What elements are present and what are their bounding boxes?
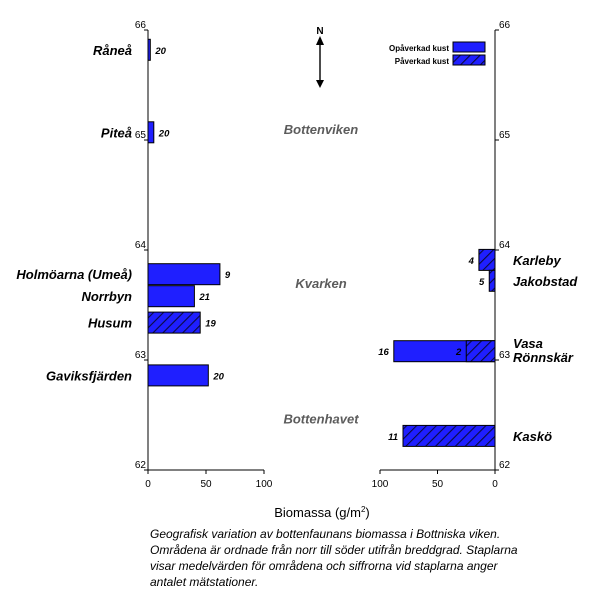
right-x-tick-label: 100 — [372, 479, 389, 490]
right-y-tick-label: 62 — [499, 460, 511, 471]
bar — [147, 38, 151, 61]
site-label: Rönnskär — [513, 350, 574, 365]
figure-caption: Geografisk variation av bottenfaunans bi… — [150, 527, 518, 589]
legend: Opåverkad kust Påverkad kust — [389, 41, 486, 66]
bar-count-label: 16 — [378, 347, 389, 358]
bar-count-label: 11 — [388, 432, 398, 443]
site-label: Jakobstad — [513, 274, 578, 289]
bar — [402, 424, 496, 447]
left-x-tick-label: 50 — [200, 479, 212, 490]
left-x-tick-label: 100 — [256, 479, 273, 490]
legend-label-affected: Påverkad kust — [395, 57, 450, 66]
north-arrow-icon — [316, 36, 324, 88]
region-label: Bottenviken — [284, 122, 358, 137]
bar — [465, 340, 496, 363]
legend-label-unaffected: Opåverkad kust — [389, 44, 449, 53]
site-label: Karleby — [513, 253, 561, 268]
right-y-tick-label: 65 — [499, 130, 511, 141]
site-label: Holmöarna (Umeå) — [16, 267, 132, 282]
site-label: Vasa — [513, 336, 543, 351]
left-y-tick-label: 63 — [135, 350, 147, 361]
bar — [488, 269, 496, 292]
bar-count-label: 20 — [158, 128, 170, 139]
right-y-tick-label: 66 — [499, 20, 511, 31]
bar-count-label: 5 — [479, 277, 485, 288]
left-y-tick-label: 66 — [135, 20, 147, 31]
bar — [147, 364, 209, 387]
site-label: Husum — [88, 316, 133, 331]
bar-count-label: 9 — [225, 270, 231, 281]
legend-swatch-affected — [452, 54, 486, 66]
site-label: Kaskö — [513, 429, 552, 444]
bar — [478, 248, 496, 271]
site-label: Gaviksfjärden — [46, 368, 132, 383]
bar-count-label: 2 — [455, 347, 462, 358]
left-y-tick-label: 64 — [135, 240, 147, 251]
north-label: N — [316, 26, 323, 37]
bar-count-label: 19 — [205, 319, 216, 330]
left-y-tick-label: 65 — [135, 130, 147, 141]
right-x-tick-label: 50 — [432, 479, 444, 490]
bar — [147, 311, 201, 334]
site-label: Råneå — [93, 43, 132, 58]
bar — [147, 285, 195, 308]
right-y-tick-label: 64 — [499, 240, 511, 251]
bar — [147, 121, 155, 144]
region-label: Bottenhavet — [283, 411, 359, 426]
x-axis-title: Biomassa (g/m2) — [274, 505, 370, 520]
right-y-tick-label: 63 — [499, 350, 511, 361]
left-x-tick-label: 0 — [145, 479, 151, 490]
region-label: Kvarken — [295, 276, 346, 291]
bar-count-label: 4 — [468, 256, 475, 267]
bar-count-label: 21 — [198, 292, 210, 303]
bar-count-label: 20 — [154, 46, 166, 57]
site-label: Piteå — [101, 125, 132, 140]
bar-count-label: 20 — [212, 371, 224, 382]
right-x-tick-label: 0 — [492, 479, 498, 490]
left-y-tick-label: 62 — [135, 460, 147, 471]
site-label: Norrbyn — [81, 289, 132, 304]
bar — [147, 263, 221, 286]
legend-swatch-unaffected — [452, 41, 486, 53]
